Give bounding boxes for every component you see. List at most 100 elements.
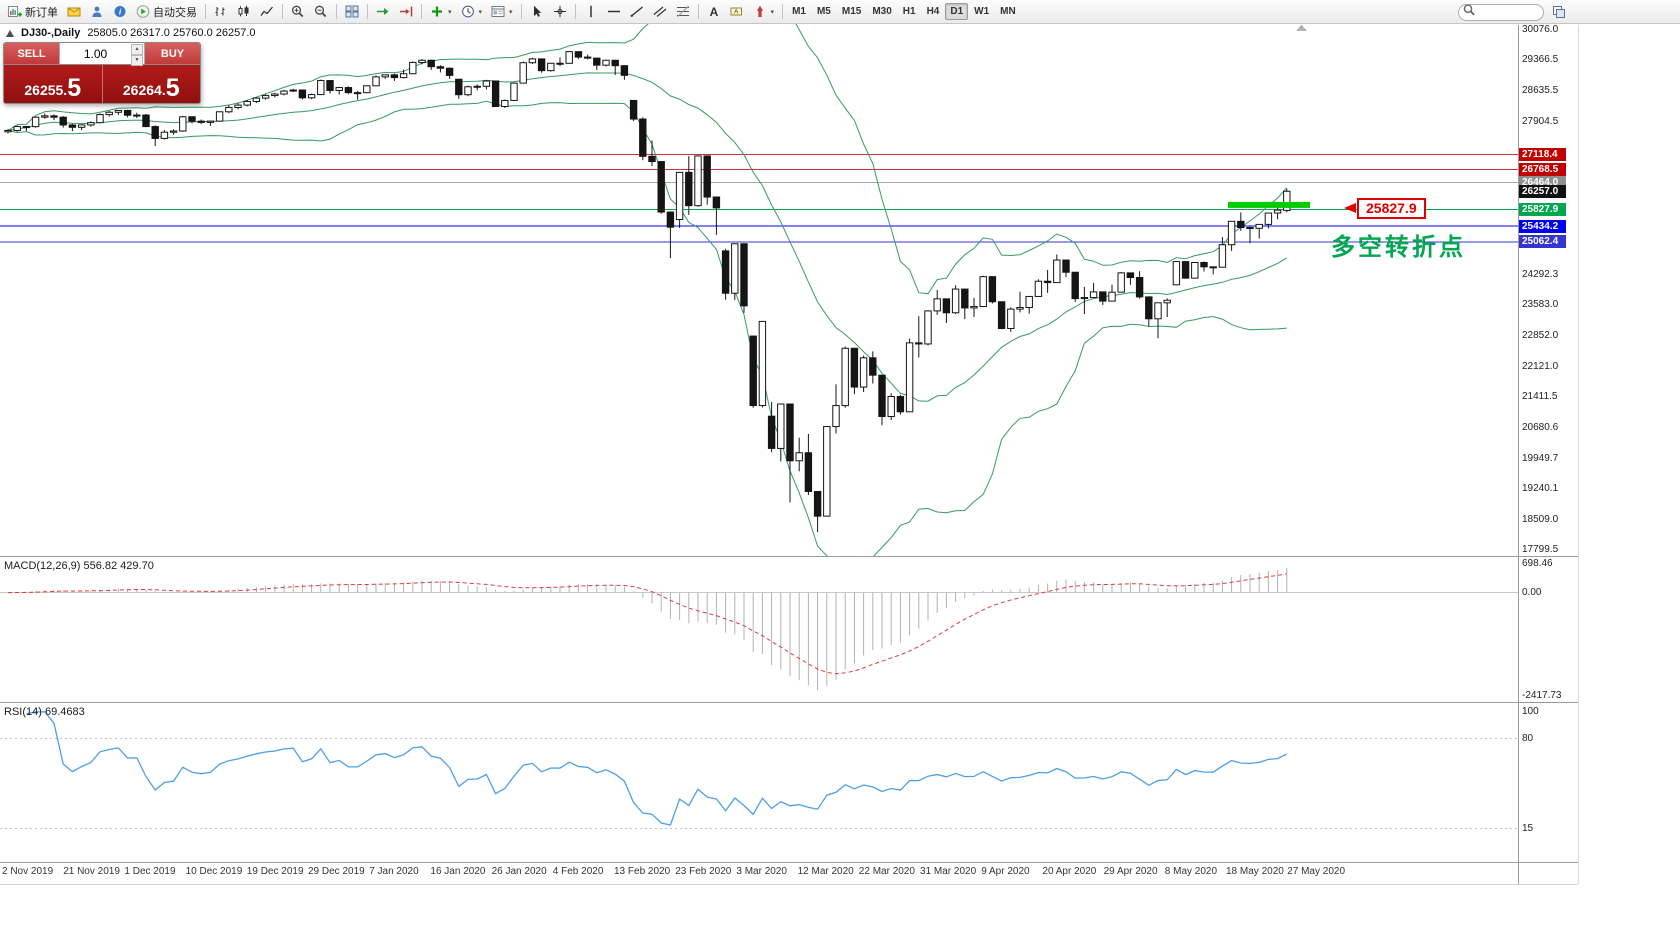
info-icon: i [114,6,126,17]
toolbar-separator [421,4,422,19]
price-badge: 25434.2 [1519,219,1566,233]
horizontal-line-button[interactable] [603,2,625,22]
line-chart-button[interactable] [256,2,278,22]
support-zone-segment[interactable] [1228,201,1310,208]
indicators-button-dropdown-icon[interactable]: ▾ [448,8,452,16]
rsi-scale-label: 15 [1522,822,1534,834]
timeframe-h4-button[interactable]: H4 [926,6,940,17]
cursor-icon [533,5,541,17]
timeframe-h1-button[interactable]: H1 [902,6,916,17]
price-axis-label: 22852.0 [1522,330,1559,342]
toolbar-right-group [1458,2,1570,22]
price-axis-label: 19240.1 [1522,483,1559,495]
tiles-icon [345,5,359,18]
turning-point-label[interactable]: 多空转折点 [1331,234,1466,261]
buy-button[interactable]: BUY [145,43,200,64]
bar-chart-button[interactable] [210,2,232,22]
chart-shift-marker-icon[interactable] [1296,24,1307,32]
channel-icon [653,6,666,17]
crosshair-button[interactable] [549,2,571,22]
sell-price-display[interactable]: 26255. 5 [4,65,103,103]
sell-price-main: 26255. [24,81,68,98]
panel-splitter-axis [0,862,1578,863]
templates-button-dropdown-icon[interactable]: ▾ [509,8,513,16]
price-axis-label: 23583.0 [1522,299,1559,311]
search-input[interactable] [1458,4,1544,21]
timeframe-m30-button[interactable]: M30 [872,6,892,17]
accounts-button[interactable] [86,2,108,22]
linechart-icon [260,6,273,16]
macd-histogram [16,567,1288,691]
main-price-chart[interactable] [0,22,1518,556]
date-axis-label: 1 Dec 2019 [124,866,176,877]
text-label-button[interactable]: A [726,2,748,22]
panel-splitter-macd[interactable] [0,556,1578,557]
toolbar-separator [282,4,283,19]
crosshair-icon [553,5,566,18]
mailbox-button[interactable] [63,2,85,22]
buy-price-pip: 5 [165,74,180,102]
trendline-button[interactable] [626,2,648,22]
date-axis-label: 12 Mar 2020 [797,866,854,877]
textlabel-icon: A [730,7,742,16]
templates-button[interactable]: ▾ [487,2,517,22]
date-axis-label: 3 Mar 2020 [736,866,787,877]
indicator-plus-icon [432,6,442,17]
periods-button[interactable]: ▾ [457,2,487,22]
macd-indicator-panel[interactable] [0,558,1518,701]
price-axis-label: 27904.5 [1522,115,1559,127]
new-order-button[interactable]: 新订单 [4,2,62,22]
timeframe-m1-button[interactable]: M1 [792,6,806,17]
timeframe-mn-button[interactable]: MN [1000,6,1016,17]
clock-icon [461,5,474,18]
shapes-icon [756,5,763,17]
chart-shift-button[interactable] [395,2,417,22]
timeframe-w1-button[interactable]: W1 [974,6,990,17]
zoom-out-button[interactable] [310,2,332,22]
fibonacci-button[interactable] [672,2,694,22]
price-callout[interactable]: 25827.9 [1357,198,1426,219]
panel-splitter-rsi[interactable] [0,702,1578,703]
horizontal-lines-layer[interactable] [0,154,1518,243]
timeframe-d1-button[interactable]: D1 [945,3,969,20]
buy-price-display[interactable]: 26264. 5 [103,65,201,103]
rsi-label: RSI(14) 69.4683 [4,706,85,718]
rsi-indicator-panel[interactable] [0,703,1518,861]
sell-button[interactable]: SELL [4,43,59,64]
date-axis-label: 8 May 2020 [1164,866,1218,877]
periods-button-dropdown-icon[interactable]: ▾ [478,8,483,16]
candlestick-chart-button[interactable] [233,2,255,22]
chart-objects-layer[interactable] [1228,24,1310,208]
vertical-line-button[interactable] [580,2,602,22]
cursor-button[interactable] [526,2,548,22]
buy-price-main: 26264. [122,81,166,98]
zoom-in-button[interactable] [287,2,309,22]
volume-decrease-button[interactable]: ▼ [131,55,143,66]
auto-scroll-button[interactable] [372,2,394,22]
indicators-button[interactable]: ▾ [426,2,456,22]
bars-icon [215,7,225,16]
autotrading-button[interactable]: 自动交易 [132,2,201,22]
one-click-trading-panel: SELL ▲ ▼ BUY 26255.5 26264.5 [3,42,201,104]
date-axis-label: 29 Dec 2019 [308,866,365,877]
volume-increase-button[interactable]: ▲ [131,44,143,55]
arrows-shapes-button-dropdown-icon[interactable]: ▾ [770,8,775,16]
tile-windows-button[interactable] [341,2,363,22]
arrows-shapes-button[interactable]: ▾ [749,2,779,22]
timeframe-m15-button[interactable]: M15 [841,6,862,17]
search-icon [1463,4,1475,16]
date-axis-label: 27 May 2020 [1287,866,1346,877]
about-button[interactable]: i [109,2,131,22]
chart-windows-button[interactable] [1548,2,1570,22]
date-axis-label: 4 Feb 2020 [552,866,604,877]
equidistant-channel-button[interactable] [649,2,671,22]
timeframe-m5-button[interactable]: M5 [816,6,831,17]
date-axis-label: 16 Jan 2020 [430,866,486,877]
text-button[interactable]: A [703,2,725,22]
date-axis-label: 10 Dec 2019 [185,866,243,877]
svg-text:i: i [119,7,122,17]
envelope-icon [67,7,81,17]
vline-icon [589,5,592,18]
volume-input[interactable] [60,43,144,64]
